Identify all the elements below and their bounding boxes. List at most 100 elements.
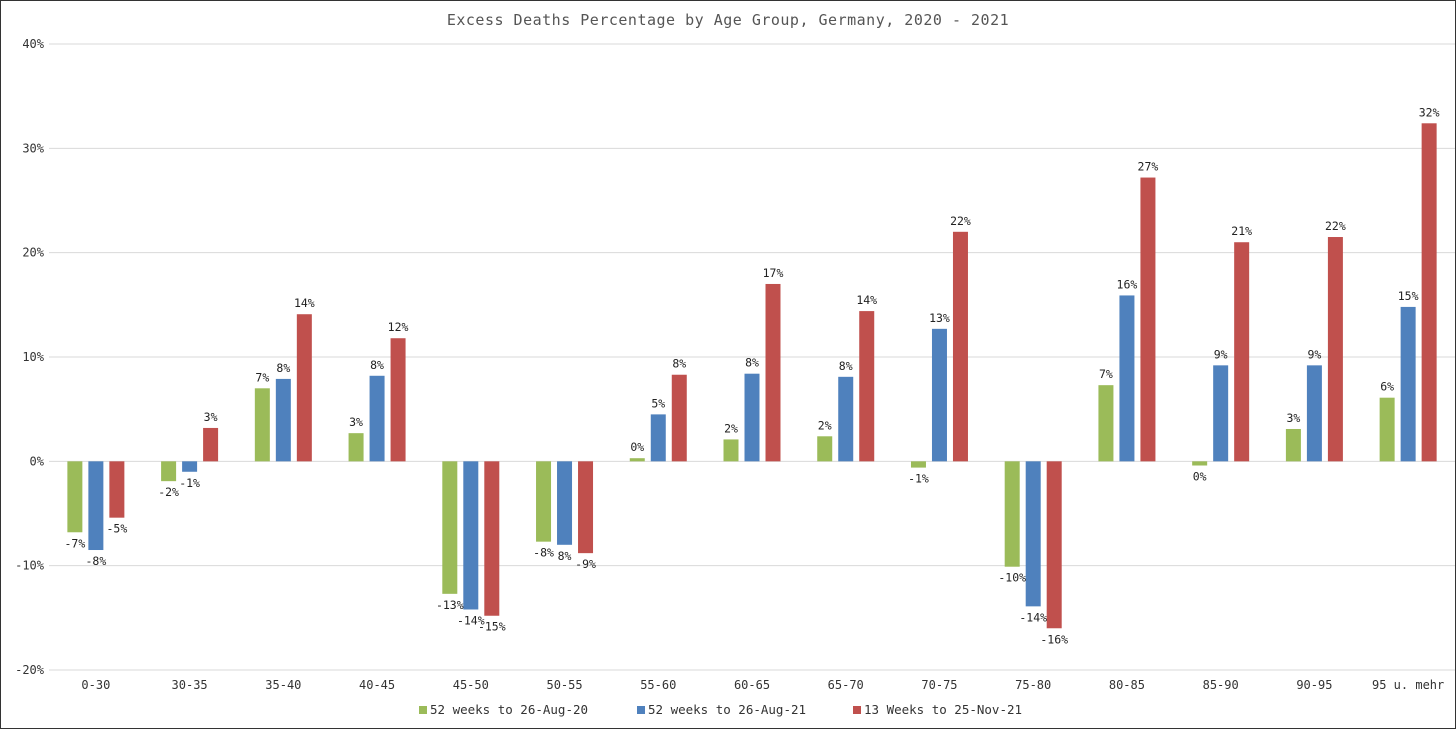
bar [88,461,104,551]
x-tick-label: 70-75 [921,678,957,692]
bar [952,231,968,462]
data-label: -9% [575,557,596,571]
bar [182,461,198,472]
bar [578,461,594,554]
bar [629,458,645,462]
bar [723,439,739,462]
legend-swatch [853,706,861,714]
x-tick-label: 55-60 [640,678,676,692]
data-label: 9% [1214,347,1228,361]
bar [536,461,552,542]
bar [1140,177,1156,462]
bar [296,314,312,462]
bar [1379,397,1395,462]
legend-label: 52 weeks to 26-Aug-21 [648,702,806,717]
bar [1046,461,1062,629]
x-tick-label: 80-85 [1109,678,1145,692]
data-label: 2% [724,421,738,435]
data-label: -13% [436,598,464,612]
y-tick-label: 40% [22,37,44,51]
data-label: 8% [745,356,759,370]
data-label: 12% [388,320,409,334]
y-tick-label: 30% [22,141,44,155]
data-label: -5% [106,522,127,536]
bar-series [67,123,1437,629]
x-tick-label: 60-65 [734,678,770,692]
bar [348,433,364,462]
x-tick-label: 95 u. mehr [1372,678,1444,692]
bar [1285,428,1301,462]
data-label: 22% [1325,219,1346,233]
bar [671,374,687,462]
data-label: -8% [533,546,554,560]
bar [910,461,926,468]
data-label: 8% [839,359,853,373]
y-axis: -20% -10% 0% 10% 20% 30% 40% [15,37,45,677]
bar [1421,123,1437,462]
data-label: 0% [630,440,644,454]
data-label: 14% [856,293,877,307]
bar [817,436,833,462]
bar [109,461,125,518]
legend-swatch [637,706,645,714]
data-label: -16% [1040,632,1068,646]
x-tick-label: 40-45 [359,678,395,692]
data-label: 8% [558,549,572,563]
data-label: 5% [651,396,665,410]
x-tick-label: 65-70 [828,678,864,692]
bar [369,375,385,462]
bar [744,373,760,462]
x-tick-label: 45-50 [453,678,489,692]
data-label: -1% [908,472,929,486]
data-label: -2% [158,485,179,499]
bar [67,461,83,533]
y-tick-label: 0% [30,454,45,468]
data-label: 17% [763,266,784,280]
bar [442,461,458,594]
y-tick-label: -10% [15,559,45,573]
data-label: 13% [929,311,950,325]
bar [161,461,177,482]
x-tick-label: 85-90 [1203,678,1239,692]
legend-label: 13 Weeks to 25-Nov-21 [864,702,1022,717]
data-label: 6% [1380,380,1394,394]
data-label: 22% [950,214,971,228]
data-label: 8% [370,358,384,372]
data-label: 3% [204,410,218,424]
legend-swatch [419,706,427,714]
data-label: 8% [672,357,686,371]
bar [254,388,270,462]
data-label: 8% [276,361,290,375]
bar [765,283,781,462]
bar [931,328,947,462]
data-label: -7% [64,536,85,550]
bar [1004,461,1020,567]
data-label: -14% [1019,610,1047,624]
data-label: -8% [85,554,106,568]
bar [390,338,406,462]
bar [1192,461,1208,466]
data-label: 0% [1193,470,1207,484]
y-tick-label: 20% [22,246,44,260]
legend: 52 weeks to 26-Aug-20 52 weeks to 26-Aug-… [419,702,1022,717]
data-label: 16% [1117,277,1138,291]
bar [275,378,291,462]
x-tick-label: 90-95 [1296,678,1332,692]
x-tick-label: 30-35 [172,678,208,692]
y-tick-label: -20% [15,663,45,677]
data-label: 15% [1398,289,1419,303]
data-label: 7% [255,370,269,384]
bar [838,376,854,462]
y-tick-label: 10% [22,350,44,364]
data-label: -1% [179,476,200,490]
bar [859,311,875,462]
data-label: 2% [818,418,832,432]
bar [1306,365,1322,462]
data-label: 7% [1099,367,1113,381]
data-label: 9% [1307,347,1321,361]
data-label: -15% [478,620,506,634]
x-tick-label: 35-40 [265,678,301,692]
bar [1213,365,1229,462]
